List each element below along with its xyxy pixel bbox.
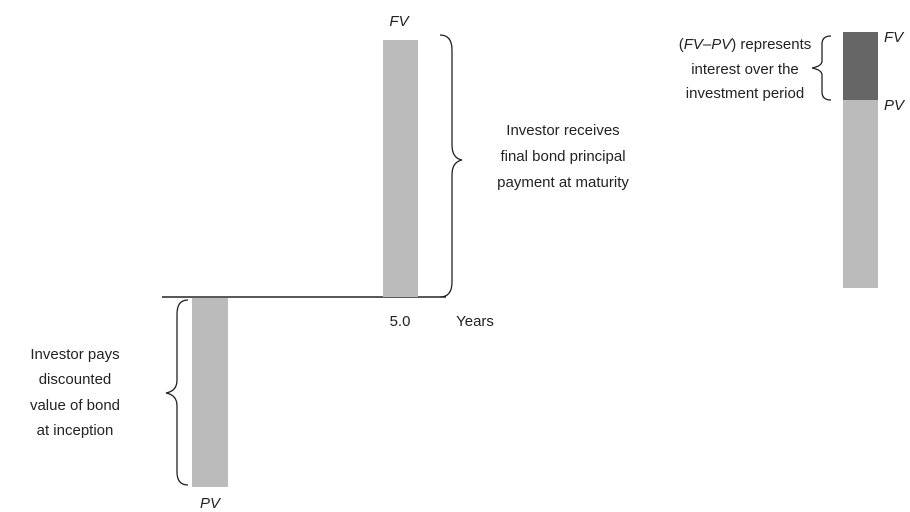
fv-bar xyxy=(383,40,418,297)
note-line: interest over the xyxy=(691,61,799,78)
tick-label: 5.0 xyxy=(390,313,411,330)
note-line: value of bond xyxy=(30,397,120,414)
note-part: ) represents xyxy=(731,36,811,53)
pv-label: PV xyxy=(200,495,222,512)
side-note: (FV–PV) represents interest over the inv… xyxy=(679,36,812,102)
note-part: PV xyxy=(711,36,733,53)
brace xyxy=(439,34,463,298)
axis-label: Years xyxy=(456,313,494,330)
pv-label: PV xyxy=(884,97,906,114)
fv-label: FV xyxy=(884,29,905,46)
note-part: ( xyxy=(679,36,684,53)
bottom-note: Investor pays discounted value of bond a… xyxy=(30,346,120,439)
note-line: discounted xyxy=(39,371,112,388)
interest-bar xyxy=(843,32,878,100)
fv-label: FV xyxy=(389,13,410,30)
note-line: investment period xyxy=(686,85,804,102)
note-line: payment at maturity xyxy=(497,174,629,191)
note-line: final bond principal xyxy=(500,148,625,165)
note-line: (FV–PV) represents xyxy=(679,36,812,53)
note-line: Investor pays xyxy=(30,346,119,363)
principal-bar xyxy=(843,100,878,288)
note-part: – xyxy=(703,36,712,53)
brace xyxy=(811,35,832,101)
note-line: at inception xyxy=(37,422,114,439)
pv-bar xyxy=(192,298,228,487)
top-note: Investor receives final bond principal p… xyxy=(497,122,629,191)
note-part: FV xyxy=(684,36,705,53)
note-line: Investor receives xyxy=(506,122,619,139)
brace xyxy=(165,299,189,486)
